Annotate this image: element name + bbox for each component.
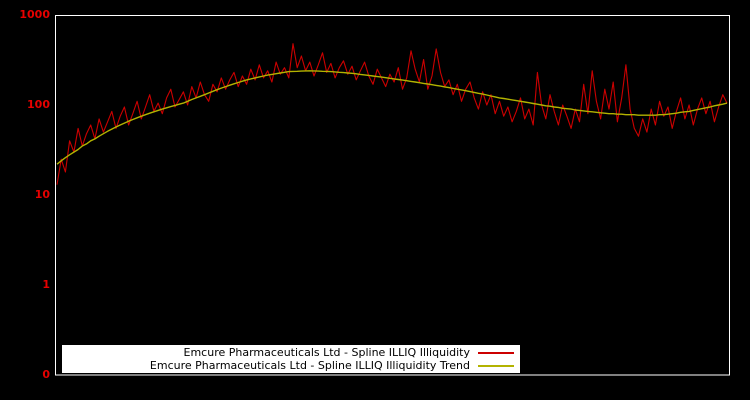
legend-label-trend: Emcure Pharmaceuticals Ltd - Spline ILLI… — [149, 359, 470, 372]
legend-label-illiquidity: Emcure Pharmaceuticals Ltd - Spline ILLI… — [183, 346, 470, 359]
y-tick-10: 10 — [34, 188, 50, 201]
y-tick-1000: 1000 — [19, 8, 50, 21]
trend-series-line — [56, 70, 728, 165]
legend-item-illiquidity: Emcure Pharmaceuticals Ltd - Spline ILLI… — [62, 346, 520, 359]
plot-border — [55, 15, 730, 376]
y-tick-100: 100 — [27, 98, 50, 111]
y-tick-1: 1 — [42, 278, 50, 291]
legend-item-trend: Emcure Pharmaceuticals Ltd - Spline ILLI… — [62, 359, 520, 372]
y-tick-0: 0 — [42, 368, 50, 381]
legend-swatch-illiquidity-line — [478, 351, 514, 354]
legend-swatch-trend-line — [478, 364, 514, 367]
legend: Emcure Pharmaceuticals Ltd - Spline ILLI… — [62, 345, 520, 373]
